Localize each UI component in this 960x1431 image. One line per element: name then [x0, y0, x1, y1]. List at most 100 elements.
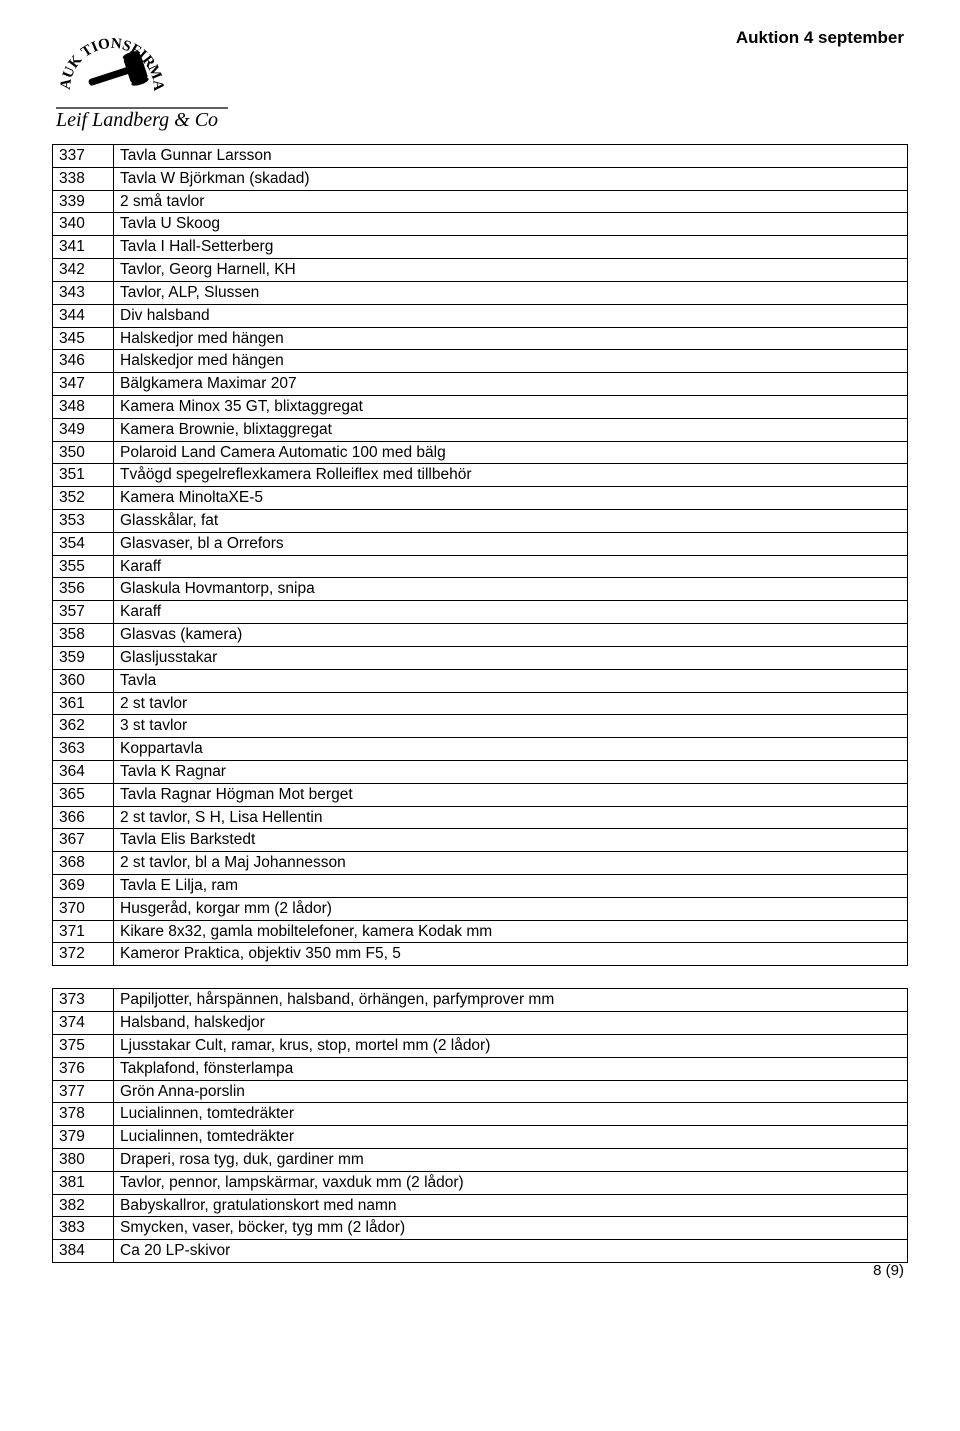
table-row: 369Tavla E Lilja, ram [53, 875, 908, 898]
lot-number: 355 [53, 555, 114, 578]
lot-description: Tavla K Ragnar [114, 760, 908, 783]
lot-description: Polaroid Land Camera Automatic 100 med b… [114, 441, 908, 464]
lot-description: 3 st tavlor [114, 715, 908, 738]
logo-subtitle: Leif Landberg & Co [55, 109, 218, 131]
lot-description: Tavla Elis Barkstedt [114, 829, 908, 852]
lot-number: 361 [53, 692, 114, 715]
lot-description: Tavla U Skoog [114, 213, 908, 236]
lot-number: 354 [53, 532, 114, 555]
table-row: 345Halskedjor med hängen [53, 327, 908, 350]
lot-number: 362 [53, 715, 114, 738]
lot-description: Glasskålar, fat [114, 510, 908, 533]
lot-description: Glasvas (kamera) [114, 624, 908, 647]
lot-number: 379 [53, 1126, 114, 1149]
lot-number: 351 [53, 464, 114, 487]
lot-description: Tavlor, ALP, Slussen [114, 281, 908, 304]
lot-description: Tavla I Hall-Setterberg [114, 236, 908, 259]
lot-number: 345 [53, 327, 114, 350]
lot-description: Husgeråd, korgar mm (2 lådor) [114, 897, 908, 920]
gavel-icon [84, 49, 150, 99]
table-row: 340Tavla U Skoog [53, 213, 908, 236]
table-row: 3662 st tavlor, S H, Lisa Hellentin [53, 806, 908, 829]
table-row: 337Tavla Gunnar Larsson [53, 145, 908, 168]
table-row: 384Ca 20 LP-skivor [53, 1240, 908, 1263]
lot-description: Tavlor, Georg Harnell, KH [114, 259, 908, 282]
lot-description: Kamera MinoltaXE-5 [114, 487, 908, 510]
table-row: 380Draperi, rosa tyg, duk, gardiner mm [53, 1148, 908, 1171]
lot-number: 342 [53, 259, 114, 282]
lot-description: Bälgkamera Maximar 207 [114, 373, 908, 396]
lot-number: 353 [53, 510, 114, 533]
lot-description: Tavla [114, 669, 908, 692]
lot-description: Ljusstakar Cult, ramar, krus, stop, mort… [114, 1034, 908, 1057]
table-row: 371Kikare 8x32, gamla mobiltelefoner, ka… [53, 920, 908, 943]
lot-number: 374 [53, 1012, 114, 1035]
lot-description: Karaff [114, 555, 908, 578]
lot-description: Tavla E Lilja, ram [114, 875, 908, 898]
table-row: 363Koppartavla [53, 738, 908, 761]
lot-number: 382 [53, 1194, 114, 1217]
lot-description: Tavlor, pennor, lampskärmar, vaxduk mm (… [114, 1171, 908, 1194]
table-row: 355Karaff [53, 555, 908, 578]
lot-description: 2 små tavlor [114, 190, 908, 213]
lot-number: 341 [53, 236, 114, 259]
lot-number: 370 [53, 897, 114, 920]
lot-number: 378 [53, 1103, 114, 1126]
lot-description: Kamera Brownie, blixtaggregat [114, 418, 908, 441]
lot-number: 384 [53, 1240, 114, 1263]
lot-description: 2 st tavlor, bl a Maj Johannesson [114, 852, 908, 875]
lot-number: 368 [53, 852, 114, 875]
lot-number: 365 [53, 783, 114, 806]
lot-description: Ca 20 LP-skivor [114, 1240, 908, 1263]
lot-number: 363 [53, 738, 114, 761]
table-row: 3623 st tavlor [53, 715, 908, 738]
table-row: 353Glasskålar, fat [53, 510, 908, 533]
lot-number: 340 [53, 213, 114, 236]
table-row: 370Husgeråd, korgar mm (2 lådor) [53, 897, 908, 920]
lot-number: 343 [53, 281, 114, 304]
lot-description: Koppartavla [114, 738, 908, 761]
lot-number: 348 [53, 395, 114, 418]
lot-number: 359 [53, 646, 114, 669]
lot-number: 352 [53, 487, 114, 510]
lot-number: 381 [53, 1171, 114, 1194]
svg-text:AUK: AUK [58, 52, 86, 90]
lot-description: Grön Anna-porslin [114, 1080, 908, 1103]
lot-number: 373 [53, 989, 114, 1012]
lot-description: Halskedjor med hängen [114, 350, 908, 373]
lot-description: Papiljotter, hårspännen, halsband, örhän… [114, 989, 908, 1012]
table-row: 359Glasljusstakar [53, 646, 908, 669]
page-number: 8 (9) [873, 1262, 904, 1279]
table-row: 354Glasvaser, bl a Orrefors [53, 532, 908, 555]
lot-number: 349 [53, 418, 114, 441]
lot-description: Div halsband [114, 304, 908, 327]
table-row: 3392 små tavlor [53, 190, 908, 213]
table-row: 351Tvåögd spegelreflexkamera Rolleiflex … [53, 464, 908, 487]
table-row: 346Halskedjor med hängen [53, 350, 908, 373]
catalog-table-1: 337Tavla Gunnar Larsson338Tavla W Björkm… [52, 144, 908, 966]
lot-number: 358 [53, 624, 114, 647]
lot-description: Glasvaser, bl a Orrefors [114, 532, 908, 555]
table-row: 367Tavla Elis Barkstedt [53, 829, 908, 852]
lot-description: Lucialinnen, tomtedräkter [114, 1126, 908, 1149]
lot-description: Smycken, vaser, böcker, tyg mm (2 lådor) [114, 1217, 908, 1240]
table-row: 352Kamera MinoltaXE-5 [53, 487, 908, 510]
table-row: 381Tavlor, pennor, lampskärmar, vaxduk m… [53, 1171, 908, 1194]
table-row: 348Kamera Minox 35 GT, blixtaggregat [53, 395, 908, 418]
table-row: 378Lucialinnen, tomtedräkter [53, 1103, 908, 1126]
table-row: 350Polaroid Land Camera Automatic 100 me… [53, 441, 908, 464]
lot-description: Tavla W Björkman (skadad) [114, 167, 908, 190]
table-row: 358Glasvas (kamera) [53, 624, 908, 647]
page-title: Auktion 4 september [736, 28, 904, 48]
lot-description: Glasljusstakar [114, 646, 908, 669]
table-row: 356Glaskula Hovmantorp, snipa [53, 578, 908, 601]
table-row: 3612 st tavlor [53, 692, 908, 715]
lot-description: Kamera Minox 35 GT, blixtaggregat [114, 395, 908, 418]
table-row: 338Tavla W Björkman (skadad) [53, 167, 908, 190]
table-row: 377Grön Anna-porslin [53, 1080, 908, 1103]
lot-description: Lucialinnen, tomtedräkter [114, 1103, 908, 1126]
table-row: 382Babyskallror, gratulationskort med na… [53, 1194, 908, 1217]
lot-number: 337 [53, 145, 114, 168]
table-row: 347Bälgkamera Maximar 207 [53, 373, 908, 396]
table-row: 373Papiljotter, hårspännen, halsband, ör… [53, 989, 908, 1012]
